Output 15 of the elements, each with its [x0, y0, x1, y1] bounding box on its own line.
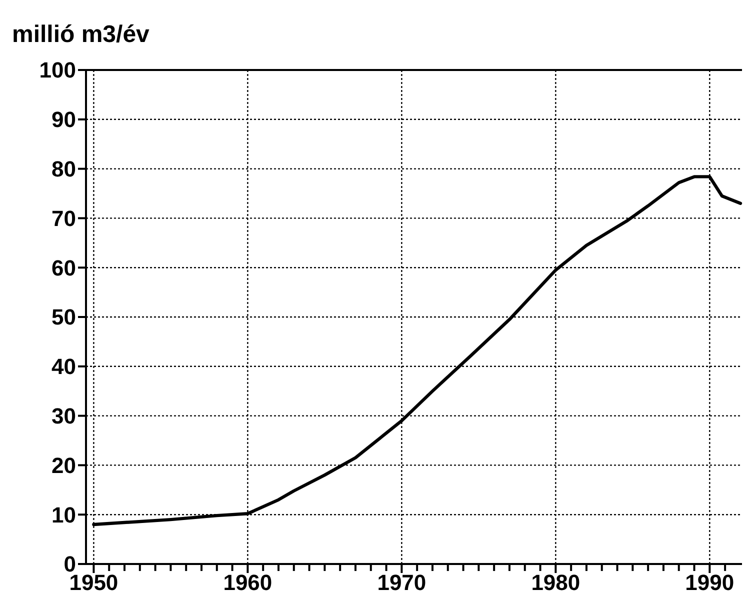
y-tick-label: 90 [52, 107, 76, 132]
y-tick-label: 50 [52, 304, 76, 330]
y-tick-label: 80 [52, 156, 76, 182]
x-tick-label: 1960 [223, 570, 272, 595]
y-tick-label: 70 [52, 206, 76, 231]
x-tick-label: 1980 [531, 570, 580, 595]
y-tick-label: 20 [52, 452, 76, 478]
x-tick-label: 1970 [377, 570, 426, 595]
x-tick-label: 1990 [685, 570, 734, 595]
y-axis-title: millió m3/év [12, 21, 150, 48]
y-tick-label: 10 [52, 502, 76, 528]
y-tick-label: 60 [52, 255, 76, 280]
y-tick-label: 30 [52, 404, 76, 428]
y-tick-label: 40 [52, 354, 76, 380]
y-tick-label: 100 [39, 58, 76, 83]
